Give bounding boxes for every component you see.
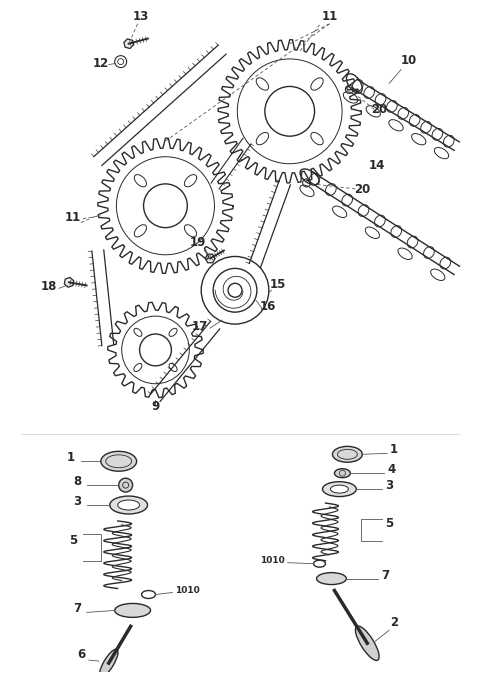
Text: 11: 11	[65, 211, 81, 224]
Text: 7: 7	[73, 603, 81, 615]
Text: 1010: 1010	[260, 555, 285, 565]
Text: 1: 1	[390, 443, 398, 456]
Text: 8: 8	[73, 475, 81, 488]
Text: 4: 4	[387, 463, 395, 477]
Text: 14: 14	[369, 159, 385, 172]
Text: 9: 9	[151, 400, 160, 412]
Text: 1: 1	[67, 452, 75, 464]
Text: 7: 7	[381, 569, 389, 582]
Text: 13: 13	[132, 10, 149, 23]
Ellipse shape	[355, 626, 379, 661]
Ellipse shape	[330, 485, 348, 493]
Ellipse shape	[101, 452, 137, 471]
Text: 15: 15	[270, 278, 286, 291]
Polygon shape	[205, 254, 215, 263]
Text: 5: 5	[69, 534, 77, 547]
Text: 2: 2	[390, 616, 398, 630]
Polygon shape	[124, 39, 133, 49]
Ellipse shape	[110, 496, 147, 514]
Text: 16: 16	[260, 300, 276, 313]
Ellipse shape	[115, 603, 151, 617]
Text: 1010: 1010	[175, 586, 200, 594]
Ellipse shape	[335, 468, 350, 478]
Text: 3: 3	[385, 479, 393, 492]
Text: 3: 3	[73, 495, 81, 508]
Text: 11: 11	[321, 10, 337, 23]
Text: 20: 20	[371, 103, 387, 117]
Ellipse shape	[316, 573, 347, 584]
Text: 18: 18	[41, 280, 57, 293]
Ellipse shape	[333, 446, 362, 462]
Ellipse shape	[323, 482, 356, 497]
Text: 10: 10	[401, 54, 417, 67]
Text: 12: 12	[93, 57, 109, 69]
Ellipse shape	[118, 500, 140, 510]
Text: 17: 17	[192, 320, 208, 333]
Text: 20: 20	[354, 183, 371, 196]
Ellipse shape	[99, 649, 118, 674]
Text: 6: 6	[77, 648, 85, 661]
Polygon shape	[64, 278, 73, 287]
Text: 5: 5	[385, 517, 393, 530]
Circle shape	[119, 478, 132, 492]
Text: 19: 19	[190, 235, 206, 249]
